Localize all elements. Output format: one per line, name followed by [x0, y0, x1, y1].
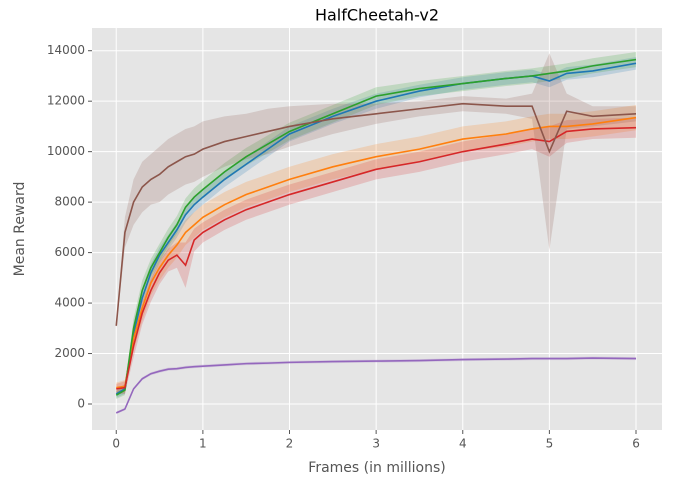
line [116, 126, 637, 390]
chart-title: HalfCheetah-v2 [315, 6, 439, 25]
y-tick-label: 6000 [54, 245, 85, 259]
x-tick-label: 5 [546, 437, 554, 451]
line [115, 357, 637, 414]
x-tick-label: 2 [286, 437, 294, 451]
y-tick-label: 4000 [54, 296, 85, 310]
y-tick-label: 12000 [47, 94, 85, 108]
error-band [116, 53, 637, 329]
line [115, 102, 637, 326]
y-tick-label: 2000 [54, 346, 85, 360]
error-band [116, 117, 637, 394]
x-tick-label: 0 [112, 437, 120, 451]
y-tick-label: 10000 [47, 144, 85, 158]
line [116, 116, 637, 389]
x-tick-label: 1 [199, 437, 207, 451]
x-axis-label: Frames (in millions) [308, 460, 445, 476]
y-tick-label: 0 [77, 397, 85, 411]
plot-area [92, 28, 662, 430]
error-band [116, 104, 637, 393]
y-axis-label: Mean Reward [12, 182, 28, 277]
y-tick-label: 14000 [47, 43, 85, 57]
x-tick-label: 6 [632, 437, 640, 451]
y-tick-label: 8000 [54, 195, 85, 209]
x-tick-label: 3 [372, 437, 380, 451]
x-tick-label: 4 [459, 437, 467, 451]
line [115, 58, 637, 396]
